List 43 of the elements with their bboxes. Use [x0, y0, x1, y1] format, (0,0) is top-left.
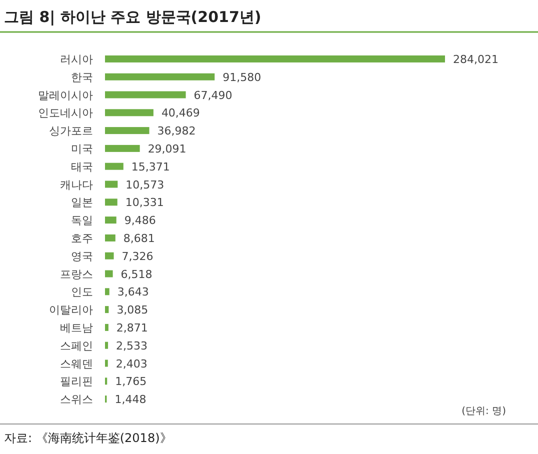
category-label: 한국 — [71, 70, 93, 84]
category-label: 미국 — [71, 142, 93, 156]
category-label: 인도네시아 — [38, 106, 93, 120]
data-label: 9,486 — [124, 214, 156, 228]
category-label: 프랑스 — [60, 268, 93, 281]
category-label: 스페인 — [60, 339, 93, 352]
data-label: 91,580 — [222, 70, 262, 84]
title: 그림 8| 하이난 주요 방문국(2017년) — [4, 8, 262, 26]
data-label: 40,469 — [161, 106, 200, 120]
category-label: 태국 — [71, 160, 93, 174]
category-label: 일본 — [71, 196, 93, 210]
category-label: 캐나다 — [60, 178, 93, 192]
category-label: 인도 — [71, 286, 93, 299]
data-label: 10,331 — [125, 196, 164, 210]
category-label: 스위스 — [60, 393, 93, 406]
data-label: 36,982 — [157, 124, 196, 138]
data-label: 2,871 — [116, 321, 148, 334]
data-label: 10,573 — [126, 178, 164, 192]
annotation: (단위: 명) — [462, 406, 506, 417]
category-label: 베트남 — [60, 321, 93, 334]
data-label: 8,681 — [123, 232, 155, 245]
data-label: 284,021 — [453, 52, 498, 66]
data-label: 2,403 — [116, 357, 148, 370]
annotation: 자료: 《海南统计年鉴(2018)》 — [4, 431, 172, 445]
category-label: 호주 — [71, 232, 93, 245]
category-label: 필리핀 — [60, 375, 93, 388]
data-label: 67,490 — [194, 88, 232, 102]
data-label: 2,533 — [116, 339, 148, 352]
category-label: 이탈리아 — [49, 304, 93, 317]
category-label: 러시아 — [60, 52, 93, 66]
data-label: 3,085 — [116, 304, 148, 317]
category-label: 영국 — [71, 250, 93, 263]
data-label: 7,326 — [122, 250, 154, 263]
data-label: 15,371 — [131, 160, 170, 174]
category-label: 말레이시아 — [38, 88, 93, 102]
category-label: 독일 — [71, 214, 93, 228]
data-label: 1,448 — [114, 393, 146, 406]
data-label: 3,643 — [117, 286, 149, 299]
data-label: 1,765 — [115, 375, 147, 388]
category-label: 스웨덴 — [60, 357, 93, 370]
data-label: 29,091 — [148, 142, 186, 156]
category-label: 싱가포르 — [49, 124, 93, 138]
data-label: 6,518 — [120, 268, 152, 281]
